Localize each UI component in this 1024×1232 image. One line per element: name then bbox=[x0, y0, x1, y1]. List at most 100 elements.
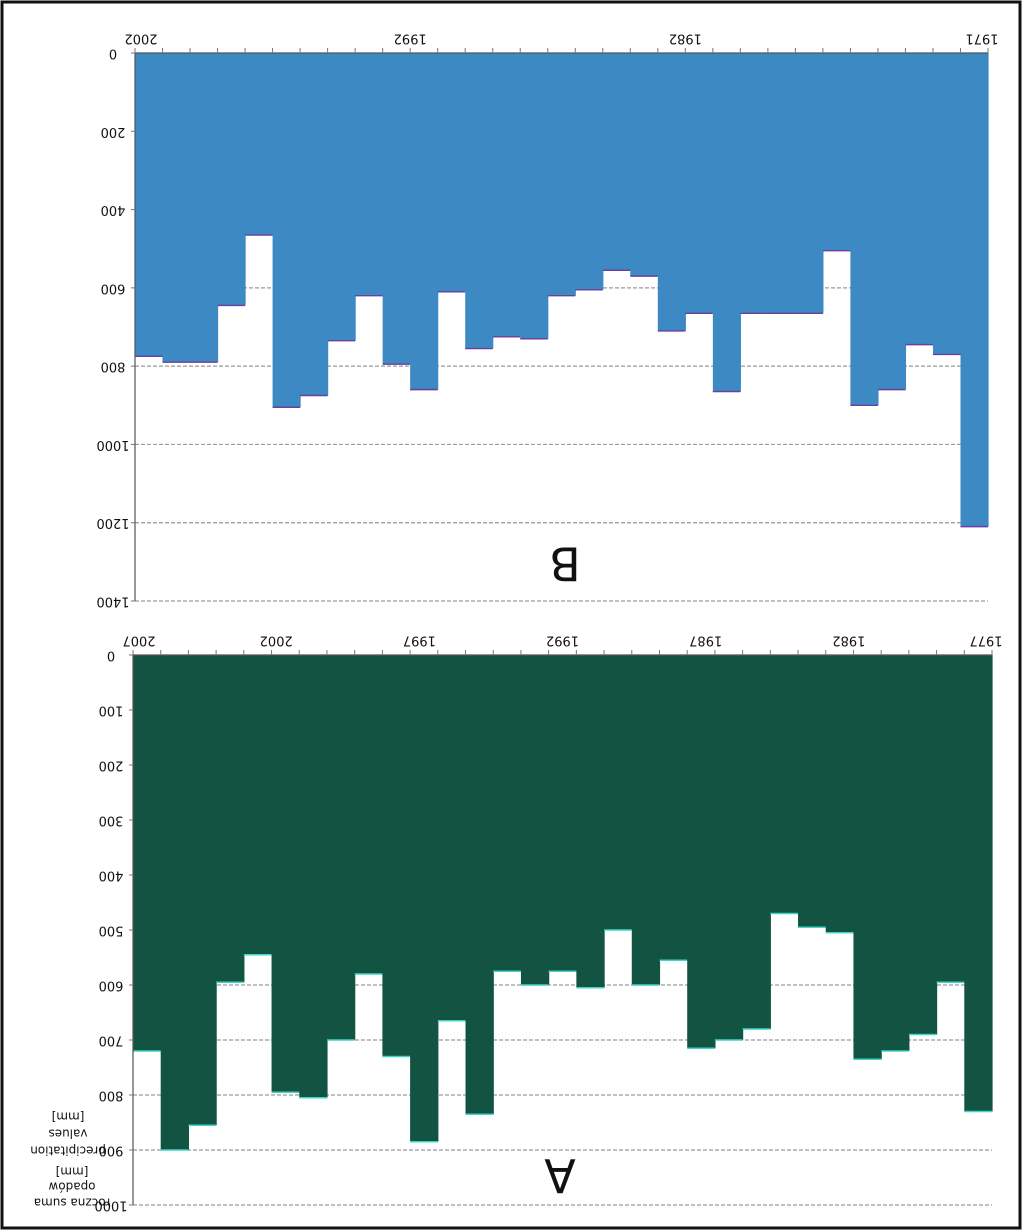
bar-A-1 bbox=[160, 655, 190, 1150]
bar-A-12 bbox=[465, 655, 494, 1115]
bar-B-9 bbox=[382, 53, 411, 365]
bar-B-23 bbox=[767, 53, 796, 314]
y-tick-label-B-1200: 1200 bbox=[96, 515, 129, 530]
y-tick-label-B-400: 400 bbox=[101, 202, 126, 217]
bar-A-17 bbox=[604, 655, 633, 930]
x-tick-label-A-2007: 2007 bbox=[122, 633, 155, 648]
bar-A-25 bbox=[825, 655, 855, 933]
y-tick-label-A-500: 500 bbox=[99, 923, 124, 938]
x-tick-label-A-1982: 1982 bbox=[832, 633, 865, 648]
bar-B-16 bbox=[575, 53, 604, 290]
bar-A-15 bbox=[548, 655, 577, 972]
bar-A-30 bbox=[964, 655, 993, 1112]
bar-A-3 bbox=[216, 655, 245, 983]
y-tick-label-A-100: 100 bbox=[99, 703, 124, 718]
bar-B-8 bbox=[355, 53, 384, 296]
bar-B-10 bbox=[410, 53, 439, 390]
bar-A-5 bbox=[271, 655, 300, 1093]
side-label-b-2: [mm] bbox=[52, 1110, 85, 1124]
y-tick-label-A-700: 700 bbox=[99, 1033, 124, 1048]
panel-label-A: A bbox=[544, 1149, 576, 1203]
bar-B-0 bbox=[135, 53, 164, 357]
x-tick-label-A-2002: 2002 bbox=[260, 633, 293, 648]
bar-A-8 bbox=[354, 655, 383, 974]
y-tick-label-A-900: 900 bbox=[99, 1143, 124, 1158]
y-tick-label-A-200: 200 bbox=[99, 758, 124, 773]
side-label-b-0: precipitation bbox=[30, 1144, 106, 1158]
bar-A-16 bbox=[576, 655, 605, 988]
y-tick-label-A-800: 800 bbox=[99, 1088, 124, 1103]
bar-B-5 bbox=[272, 53, 301, 408]
bar-A-29 bbox=[936, 655, 965, 983]
bar-B-28 bbox=[905, 53, 934, 345]
bar-B-29 bbox=[932, 53, 962, 355]
bar-A-21 bbox=[714, 655, 744, 1040]
panel-label-B: B bbox=[549, 537, 581, 591]
x-tick-label-B-1971: 1971 bbox=[965, 31, 998, 46]
chart-A bbox=[129, 650, 993, 1206]
bar-B-18 bbox=[630, 53, 659, 277]
bar-A-28 bbox=[908, 655, 938, 1035]
chart-B bbox=[131, 48, 989, 602]
bar-B-7 bbox=[327, 53, 356, 341]
bar-A-6 bbox=[299, 655, 328, 1098]
bar-B-20 bbox=[685, 53, 714, 314]
y-tick-label-B-600: 600 bbox=[101, 280, 126, 295]
side-label-a-1: opadów bbox=[48, 1180, 95, 1194]
plots: 0 200 400 600 800 1000 1200 1400 2002 1992 1982 197… bbox=[30, 31, 1002, 1213]
bar-B-11 bbox=[437, 53, 466, 292]
bar-A-9 bbox=[382, 655, 411, 1057]
bar-A-13 bbox=[493, 655, 522, 972]
y-tick-label-A-400: 400 bbox=[99, 868, 124, 883]
bar-B-25 bbox=[822, 53, 852, 251]
bar-A-19 bbox=[659, 655, 688, 961]
x-tick-label-A-1997: 1997 bbox=[403, 633, 436, 648]
x-tick-label-A-1987: 1987 bbox=[689, 633, 722, 648]
bar-B-12 bbox=[465, 53, 494, 349]
y-tick-label-A-300: 300 bbox=[99, 813, 124, 828]
x-tick-label-B-1992: 1992 bbox=[394, 31, 427, 46]
bar-A-26 bbox=[853, 655, 882, 1060]
bar-A-2 bbox=[188, 655, 217, 1126]
bar-B-6 bbox=[300, 53, 329, 396]
bar-B-17 bbox=[602, 53, 631, 271]
bar-A-20 bbox=[687, 655, 716, 1049]
y-tick-label-B-1400: 1400 bbox=[96, 594, 129, 609]
bar-B-15 bbox=[547, 53, 576, 296]
y-tick-label-B-200: 200 bbox=[101, 124, 126, 139]
side-label-a-2: [mm] bbox=[56, 1165, 89, 1179]
y-tick-label-A-0: 0 bbox=[107, 648, 115, 663]
bar-B-13 bbox=[492, 53, 521, 337]
y-tick-label-A-1000: 1000 bbox=[94, 1198, 127, 1213]
y-tick-label-A-600: 600 bbox=[99, 978, 124, 993]
bar-A-22 bbox=[742, 655, 771, 1029]
bar-A-0 bbox=[133, 655, 162, 1051]
x-tick-label-A-1977: 1977 bbox=[969, 633, 1002, 648]
bar-B-3 bbox=[217, 53, 246, 306]
bar-A-14 bbox=[520, 655, 550, 985]
side-label-a-0: roczna suma bbox=[34, 1196, 111, 1210]
y-tick-label-B-1000: 1000 bbox=[96, 437, 129, 452]
bar-B-24 bbox=[795, 53, 824, 314]
bar-B-30 bbox=[960, 53, 989, 527]
bar-B-19 bbox=[657, 53, 686, 331]
bar-B-14 bbox=[520, 53, 549, 339]
bar-A-23 bbox=[770, 655, 799, 914]
side-label-b-1: values bbox=[48, 1127, 87, 1141]
bar-A-11 bbox=[437, 655, 467, 1021]
bar-A-18 bbox=[631, 655, 661, 985]
bar-B-2 bbox=[190, 53, 219, 363]
bar-B-1 bbox=[162, 53, 191, 363]
x-tick-label-B-2002: 2002 bbox=[124, 31, 157, 46]
y-tick-label-B-800: 800 bbox=[101, 359, 126, 374]
x-tick-label-A-1992: 1992 bbox=[546, 633, 579, 648]
bar-A-10 bbox=[410, 655, 439, 1142]
bar-B-21 bbox=[712, 53, 741, 392]
bar-A-27 bbox=[881, 655, 910, 1051]
bar-A-7 bbox=[326, 655, 356, 1040]
bar-B-26 bbox=[850, 53, 879, 406]
bar-A-24 bbox=[798, 655, 827, 928]
x-tick-label-B-1982: 1982 bbox=[669, 31, 702, 46]
